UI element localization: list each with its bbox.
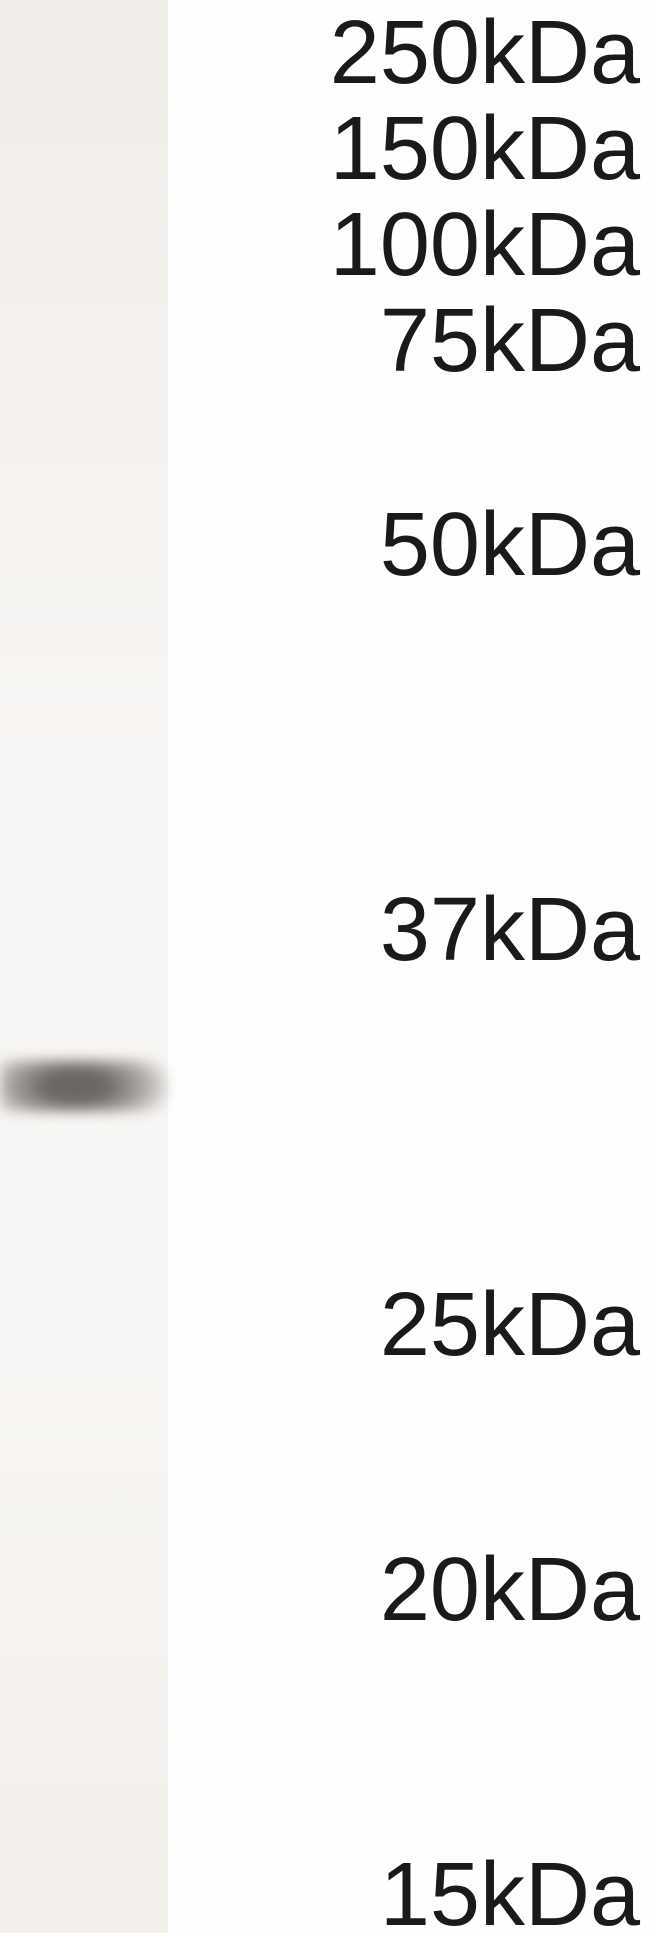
marker-label: 37kDa bbox=[190, 885, 640, 975]
marker-label: 100kDa bbox=[190, 200, 640, 290]
gel-lane bbox=[0, 0, 168, 1933]
marker-label: 50kDa bbox=[190, 500, 640, 590]
protein-band bbox=[0, 1060, 168, 1112]
blot-container: 250kDa150kDa100kDa75kDa 50kDa 37kDa 25kDa 20… bbox=[0, 0, 650, 1933]
marker-label: 20kDa bbox=[190, 1545, 640, 1635]
marker-label: 150kDa bbox=[190, 104, 640, 194]
marker-label: 15kDa bbox=[190, 1850, 640, 1933]
marker-label: 75kDa bbox=[190, 296, 640, 386]
marker-label: 25kDa bbox=[190, 1280, 640, 1370]
marker-label: 250kDa bbox=[190, 8, 640, 98]
